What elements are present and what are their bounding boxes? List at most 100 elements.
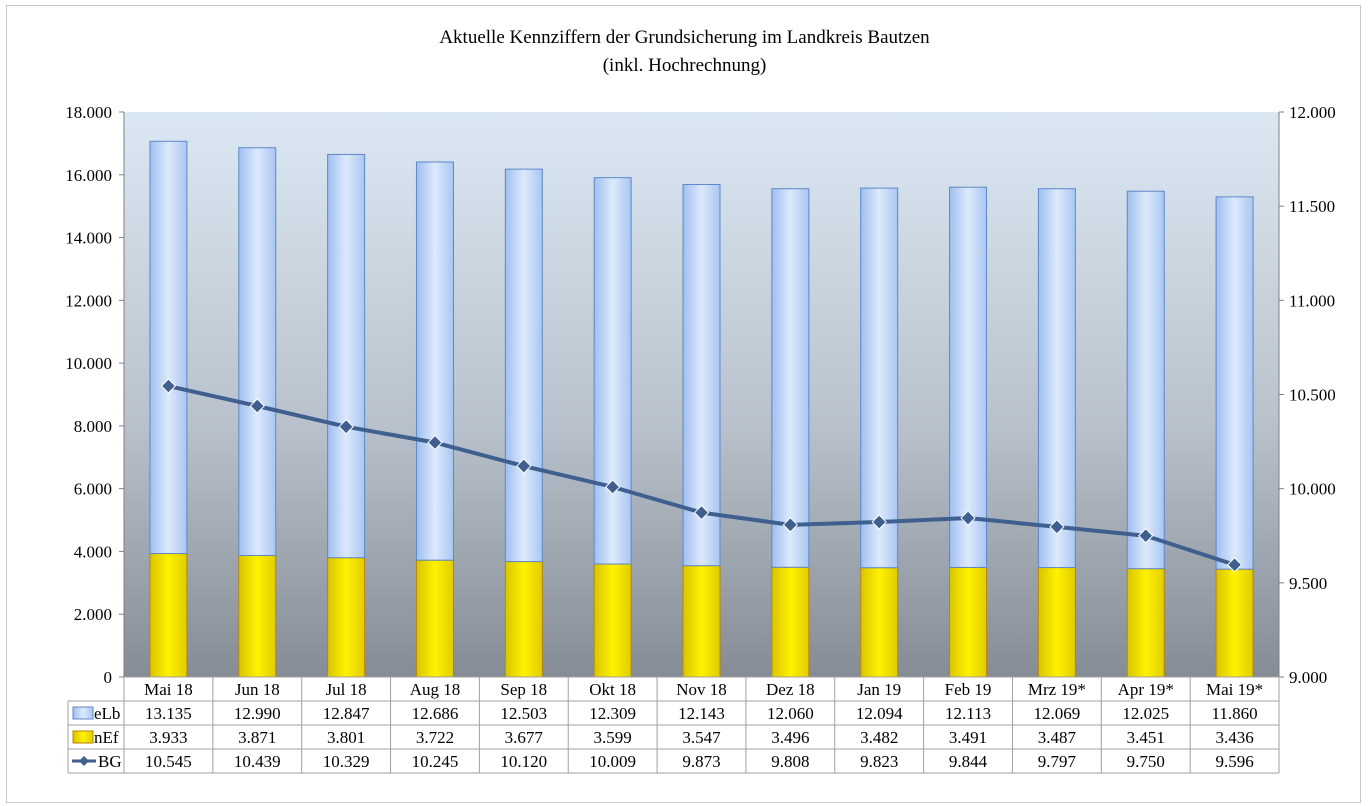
table-cell-elb: 12.990 xyxy=(234,704,281,723)
table-cell-nef: 3.451 xyxy=(1127,728,1165,747)
bar-nef xyxy=(860,567,899,678)
bar-elb xyxy=(149,140,188,555)
y-tick-label-left: 4.000 xyxy=(74,542,112,561)
table-cell-bg: 9.844 xyxy=(949,752,988,771)
x-tick-label: Mrz 19* xyxy=(1028,680,1086,699)
bar-nef xyxy=(949,566,988,678)
table-cell-bg: 10.545 xyxy=(145,752,192,771)
table-cell-bg: 10.439 xyxy=(234,752,281,771)
table-cell-bg: 10.245 xyxy=(412,752,459,771)
table-cell-nef: 3.599 xyxy=(594,728,632,747)
table-cell-nef: 3.801 xyxy=(327,728,365,747)
bars-layer xyxy=(149,140,1254,678)
table-cell-elb: 12.847 xyxy=(323,704,370,723)
bar-elb xyxy=(771,188,810,568)
bar-nef xyxy=(1215,568,1254,678)
data-table: Mai 18 Jun 18 Jul 18 Aug 18 Sep 18 Okt 18 Nov … xyxy=(67,676,1280,774)
y-tick-label-left: 8.000 xyxy=(74,417,112,436)
table-cell-nef: 3.487 xyxy=(1038,728,1077,747)
x-tick-label: Sep 18 xyxy=(500,680,547,699)
bar-nef xyxy=(682,565,721,678)
bar-nef xyxy=(238,554,277,678)
y-tick-label-left: 16.000 xyxy=(65,166,112,185)
y-tick-label-left: 2.000 xyxy=(74,605,112,624)
table-cell-bg: 10.120 xyxy=(500,752,547,771)
legend-label-bg: BG xyxy=(98,752,122,771)
point-bg xyxy=(160,378,177,394)
table-cell-nef: 3.491 xyxy=(949,728,987,747)
table-cell-elb: 12.025 xyxy=(1122,704,1169,723)
axes-layer: 0 2.000 4.000 6.000 8.000 10.000 12.000 14.000 1… xyxy=(65,103,1336,687)
table-cell-nef: 3.482 xyxy=(860,728,898,747)
legend-key-nef xyxy=(72,730,94,744)
table-cell-bg: 10.329 xyxy=(323,752,370,771)
x-tick-label: Aug 18 xyxy=(410,680,461,699)
table-cell-bg: 9.873 xyxy=(682,752,720,771)
x-tick-label: Nov 18 xyxy=(676,680,727,699)
table-cell-elb: 12.686 xyxy=(412,704,459,723)
point-bg xyxy=(338,418,354,435)
table-cell-bg: 9.797 xyxy=(1038,752,1077,771)
y-tick-label-left: 18.000 xyxy=(65,103,112,122)
table-cell-elb: 12.094 xyxy=(856,704,903,723)
table-cell-elb: 12.143 xyxy=(678,704,725,723)
bar-nef xyxy=(771,566,810,678)
table-cell-elb: 12.309 xyxy=(589,704,636,723)
y-tick-label-right: 10.000 xyxy=(1289,480,1336,499)
table-cell-elb: 12.069 xyxy=(1034,704,1081,723)
point-bg xyxy=(1138,528,1154,544)
bar-elb xyxy=(1215,196,1254,570)
bar-elb xyxy=(504,168,543,563)
table-cell-bg: 10.009 xyxy=(589,752,636,771)
point-bg xyxy=(604,479,621,495)
point-bg xyxy=(960,510,976,526)
table-cell-nef: 3.677 xyxy=(505,728,544,747)
table-cell-nef: 3.871 xyxy=(238,728,276,747)
y-tick-label-left: 10.000 xyxy=(65,354,112,373)
table-cell-nef: 3.547 xyxy=(682,728,721,747)
x-tick-label: Jun 18 xyxy=(235,680,280,699)
bar-elb xyxy=(949,186,988,568)
bar-nef xyxy=(1126,568,1165,678)
table-cell-nef: 3.436 xyxy=(1215,728,1253,747)
table-cell-elb: 13.135 xyxy=(145,704,192,723)
bar-elb xyxy=(860,187,899,569)
bar-elb xyxy=(682,184,721,567)
bar-nef xyxy=(415,559,454,678)
x-tick-label: Jan 19 xyxy=(857,680,901,699)
x-tick-label: Okt 18 xyxy=(589,680,636,699)
legend-label-elb: eLb xyxy=(94,704,120,723)
y-tick-label-left: 14.000 xyxy=(65,229,112,248)
y-tick-label-left: 12.000 xyxy=(65,291,112,310)
y-tick-label-right: 10.500 xyxy=(1289,386,1336,405)
point-bg xyxy=(871,514,887,530)
bar-elb xyxy=(1037,188,1076,569)
table-cell-elb: 12.060 xyxy=(767,704,814,723)
bar-elb xyxy=(238,147,277,556)
x-tick-label: Dez 18 xyxy=(766,680,815,699)
table-cell-bg: 9.596 xyxy=(1215,752,1253,771)
bar-nef xyxy=(149,553,188,678)
x-tick-label: Jul 18 xyxy=(326,680,367,699)
y-tick-label-right: 12.000 xyxy=(1289,103,1336,122)
chart-title: Aktuelle Kennziffern der Grundsicherung … xyxy=(439,27,930,48)
legend-key-elb xyxy=(72,706,94,720)
table-cell-elb: 12.503 xyxy=(500,704,547,723)
bar-nef xyxy=(593,563,632,678)
y-tick-label-right: 11.500 xyxy=(1289,197,1335,216)
bar-elb xyxy=(415,161,454,561)
table-cell-nef: 3.722 xyxy=(416,728,454,747)
table-cell-nef: 3.933 xyxy=(149,728,187,747)
line-layer xyxy=(160,378,1243,573)
table-cell-bg: 9.823 xyxy=(860,752,898,771)
bar-elb xyxy=(1126,190,1165,570)
chart-subtitle: (inkl. Hochrechnung) xyxy=(602,55,767,76)
bar-elb xyxy=(593,177,632,565)
point-bg xyxy=(693,504,710,521)
table-cell-nef: 3.496 xyxy=(771,728,809,747)
y-tick-label-left: 0 xyxy=(104,668,113,687)
point-bg xyxy=(249,398,265,414)
y-tick-label-right: 11.000 xyxy=(1289,291,1335,310)
point-bg xyxy=(1049,519,1065,535)
x-tick-label: Mai 18 xyxy=(144,680,193,699)
